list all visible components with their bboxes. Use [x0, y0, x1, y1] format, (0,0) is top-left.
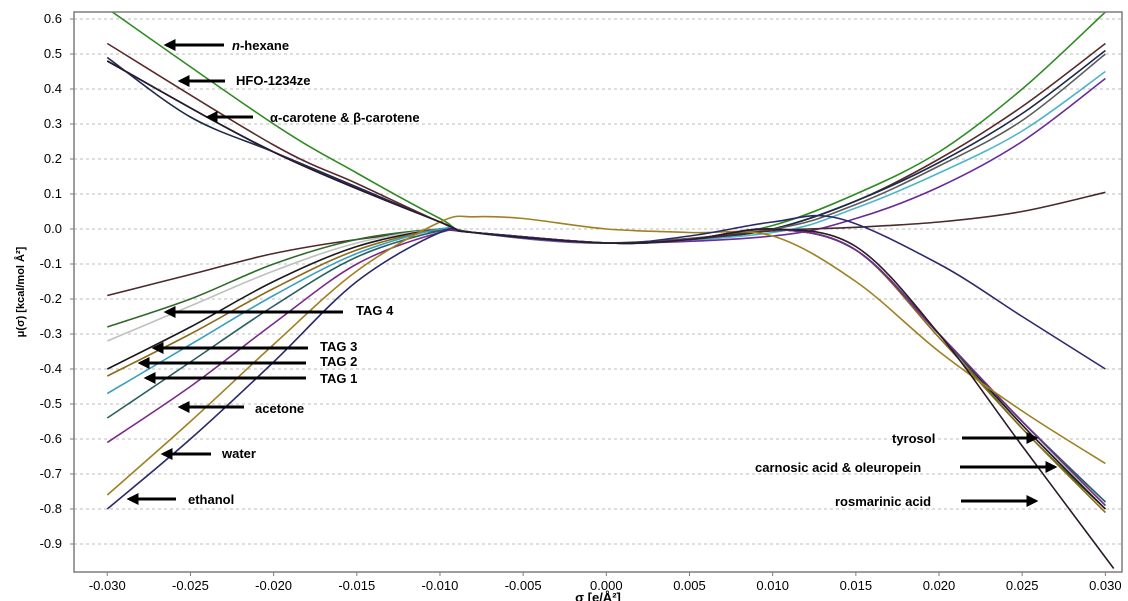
y-tick-label: -0.5	[40, 396, 62, 411]
y-tick-label: 0.4	[44, 81, 62, 96]
x-axis-label: σ [e/Å²]	[575, 590, 621, 601]
annotation-label: TAG 4	[356, 303, 394, 318]
y-tick-label: -0.2	[40, 291, 62, 306]
series-line	[107, 227, 1106, 510]
annotation-label: ethanol	[188, 492, 234, 507]
y-tick-label: 0.2	[44, 151, 62, 166]
annotation-labels: n-hexane HFO-1234ze α-carotene & β-caroten…	[188, 38, 935, 509]
y-tick-labels: 0.6 0.5 0.4 0.3 0.2 0.1 0.0 -0.1 -0.2 -0.3 -0.4 -0.…	[40, 11, 74, 551]
annotation-label: TAG 3	[320, 339, 357, 354]
y-tick-label: 0.5	[44, 46, 62, 61]
x-tick-label: 0.020	[923, 578, 956, 593]
plot-frame	[73, 11, 1123, 573]
annotation-label: TAG 2	[320, 354, 357, 369]
annotation-label: HFO-1234ze	[236, 73, 310, 88]
y-tick-label: -0.3	[40, 326, 62, 341]
series-line	[106, 60, 1115, 569]
y-tick-label: 0.3	[44, 116, 62, 131]
annotation-label: tyrosol	[892, 431, 935, 446]
annotation-label: TAG 1	[320, 371, 357, 386]
series-line	[106, 60, 1106, 244]
annotation-label: α-carotene & β-carotene	[270, 110, 420, 125]
annotation-label: water	[221, 446, 256, 461]
y-tick-label: -0.4	[40, 361, 62, 376]
x-tick-label: 0.030	[1089, 578, 1122, 593]
x-tick-label: -0.025	[172, 578, 209, 593]
x-tick-label: 0.005	[673, 578, 706, 593]
x-tick-label: 0.015	[840, 578, 873, 593]
annotation-arrows	[126, 39, 1058, 507]
series-line	[106, 60, 1106, 244]
y-axis-label: μ(σ) [kcal/mol Å²]	[14, 246, 27, 337]
annotation-label: rosmarinic acid	[835, 494, 931, 509]
y-tick-label: -0.9	[40, 536, 62, 551]
series-line	[106, 215, 1106, 496]
annotation-label: n-hexane	[232, 38, 289, 53]
y-tick-label: -0.6	[40, 431, 62, 446]
series-line	[107, 191, 1106, 297]
y-tick-label: 0.0	[44, 221, 62, 236]
x-tick-label: 0.010	[756, 578, 789, 593]
x-tick-label: -0.020	[255, 578, 292, 593]
curves	[106, 12, 1115, 569]
x-tick-label: -0.010	[422, 578, 459, 593]
x-tick-label: -0.015	[338, 578, 375, 593]
y-tick-label: -0.7	[40, 466, 62, 481]
x-tick-labels: -0.030 -0.025 -0.020 -0.015 -0.010 -0.005 0.00…	[89, 572, 1122, 593]
y-tick-label: 0.6	[44, 11, 62, 26]
annotation-label: acetone	[255, 401, 304, 416]
x-tick-label: -0.005	[505, 578, 542, 593]
y-tick-label: 0.1	[44, 186, 62, 201]
y-tick-label: -0.1	[40, 256, 62, 271]
x-tick-label: -0.030	[89, 578, 126, 593]
y-tick-label: -0.8	[40, 501, 62, 516]
x-tick-label: 0.025	[1006, 578, 1039, 593]
annotation-label: carnosic acid & oleuropein	[755, 460, 921, 475]
x-tick-label: 0.000	[590, 578, 623, 593]
